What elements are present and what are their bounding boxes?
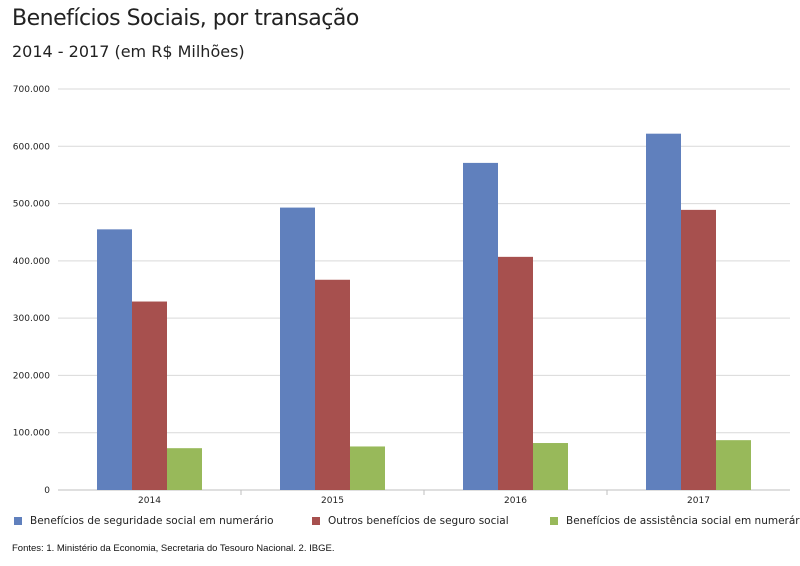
legend-label-1: Outros benefícios de seguro social	[328, 515, 509, 527]
legend-swatch-1	[312, 517, 320, 525]
legend-swatch-2	[550, 517, 558, 525]
bar-chart: 0 100.000 200.000 300.000 400.000 500.000 600.…	[13, 85, 790, 506]
bar-2014-series-2	[167, 448, 202, 490]
y-tick-label: 0	[44, 486, 50, 496]
x-tick-label-2017: 2017	[687, 496, 710, 506]
bar-2016-series-1	[498, 256, 533, 490]
y-tick-label: 600.000	[13, 142, 50, 152]
legend-item-2: Benefícios de assistência social em nume…	[550, 515, 800, 527]
chart-subtitle: 2014 - 2017 (em R$ Milhões)	[12, 42, 245, 61]
bar-2015-series-2	[350, 446, 385, 490]
y-tick-label: 500.000	[13, 200, 50, 210]
y-tick-label: 400.000	[13, 257, 50, 267]
chart-title: Benefícios Sociais, por transação	[12, 6, 359, 31]
bar-2017-series-1	[681, 209, 716, 490]
legend-label-0: Benefícios de seguridade social em numer…	[30, 515, 274, 527]
x-tick-label-2014: 2014	[138, 496, 161, 506]
bar-2015-series-0	[280, 207, 315, 490]
legend-label-2: Benefícios de assistência social em nume…	[566, 515, 800, 527]
legend-swatch-0	[14, 517, 22, 525]
y-tick-label: 700.000	[13, 85, 50, 95]
bar-2014-series-0	[97, 229, 132, 490]
bar-2016-series-0	[463, 162, 498, 491]
bar-2017-series-2	[716, 440, 751, 490]
bar-2015-series-1	[315, 279, 350, 490]
y-tick-label: 200.000	[13, 371, 50, 381]
bar-2017-series-0	[646, 133, 681, 490]
y-tick-label: 300.000	[13, 314, 50, 324]
x-tick-label-2015: 2015	[321, 496, 344, 506]
x-tick-label-2016: 2016	[504, 496, 527, 506]
source-note: Fontes: 1. Ministério da Economia, Secre…	[12, 543, 335, 554]
bar-2016-series-2	[533, 443, 568, 490]
legend-item-0: Benefícios de seguridade social em numer…	[14, 515, 274, 527]
legend-item-1: Outros benefícios de seguro social	[312, 515, 509, 527]
y-tick-label: 100.000	[13, 429, 50, 439]
bar-2014-series-1	[132, 301, 167, 490]
